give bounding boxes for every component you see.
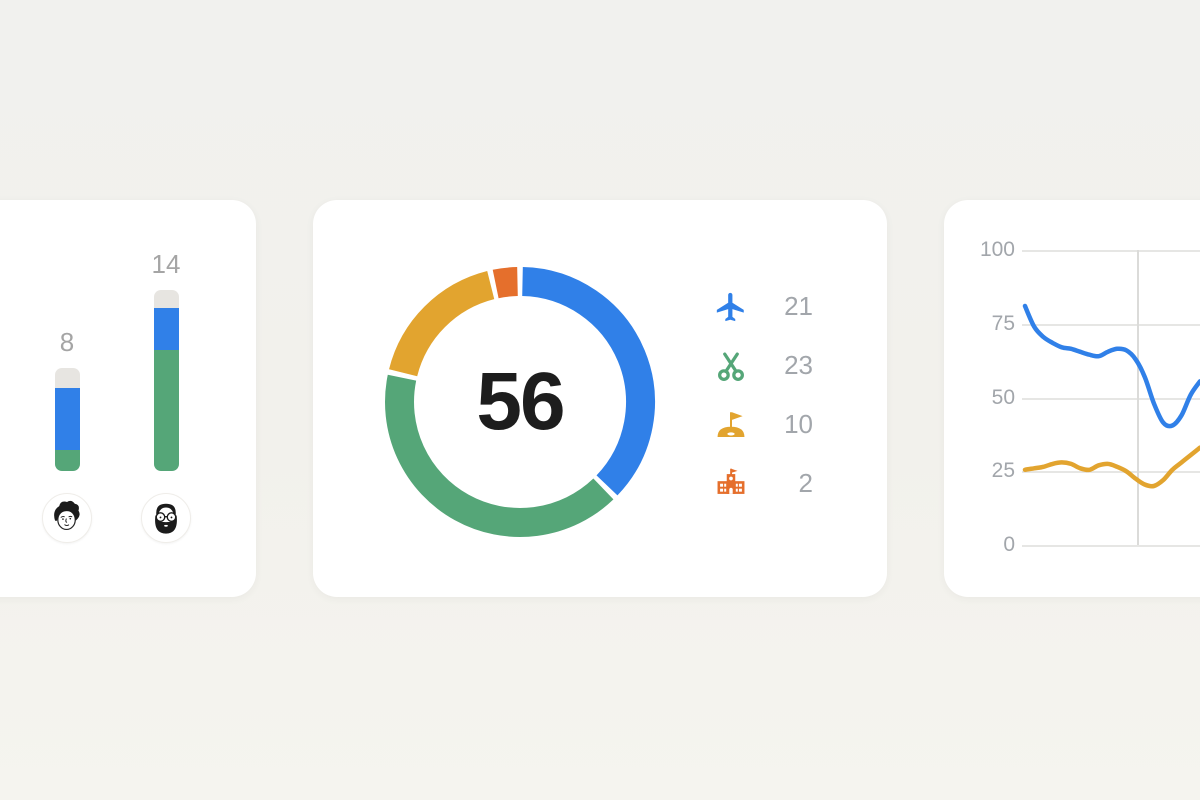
gridline-horizontal bbox=[1022, 545, 1200, 547]
donut-segment-golf bbox=[389, 271, 495, 377]
doodle-face-icon bbox=[54, 500, 80, 531]
legend-value: 23 bbox=[784, 350, 813, 380]
bar-value-label: 8 bbox=[59, 326, 75, 357]
doodle-face-icon bbox=[155, 503, 177, 534]
y-axis-tick: 25 bbox=[991, 459, 1015, 482]
bar-segment-bottom-green-segment bbox=[153, 349, 179, 471]
donut-center-value: 56 bbox=[476, 356, 565, 447]
legend-row-flights: 21 bbox=[713, 277, 813, 336]
bar-segment-bottom-green-segment bbox=[54, 450, 80, 471]
avatar-curly-hair-person bbox=[42, 493, 92, 543]
gridline-horizontal bbox=[1022, 471, 1200, 473]
bar-segment-top-gray-segment bbox=[153, 290, 179, 309]
gridline-horizontal bbox=[1022, 398, 1200, 400]
bar-group-person-2: 14 bbox=[136, 250, 196, 543]
y-axis-tick: 50 bbox=[991, 386, 1015, 409]
y-axis-tick: 0 bbox=[1003, 533, 1015, 556]
card-line-chart[interactable]: 100 75 50 25 0 bbox=[944, 200, 1200, 597]
gridline-horizontal bbox=[1022, 324, 1200, 326]
scissors-icon bbox=[713, 348, 749, 384]
bar-value-label: 14 bbox=[151, 249, 181, 280]
legend-value: 2 bbox=[798, 468, 813, 498]
bar-group-person-1: 8 bbox=[37, 328, 97, 543]
bar-segment-top-gray-segment bbox=[54, 367, 80, 389]
card-stacked-bar-chart[interactable]: 8 14 bbox=[0, 200, 256, 597]
legend-row-golf: 10 bbox=[713, 395, 813, 454]
line-gold-line bbox=[1022, 445, 1200, 489]
airplane-icon bbox=[713, 289, 749, 325]
stacked-bar bbox=[153, 290, 179, 471]
donut-segment-flights bbox=[521, 267, 655, 496]
y-axis-tick: 75 bbox=[991, 312, 1015, 335]
legend-row-scissors: 23 bbox=[713, 336, 813, 395]
golf-flag-icon bbox=[713, 407, 749, 443]
donut-legend: 21 23 bbox=[713, 277, 813, 513]
legend-value: 21 bbox=[784, 291, 813, 321]
card-donut-chart[interactable]: 56 21 23 bbox=[313, 200, 887, 597]
line-series bbox=[1022, 303, 1200, 489]
stacked-bar bbox=[54, 367, 80, 471]
bar-segment-middle-blue-segment bbox=[153, 308, 179, 350]
school-icon bbox=[713, 466, 749, 502]
avatar-beard-glasses-person bbox=[141, 493, 191, 543]
donut-chart: 56 bbox=[380, 262, 660, 542]
donut-segment-scissors bbox=[385, 374, 614, 537]
donut-segment-school bbox=[492, 267, 519, 299]
line-blue-line bbox=[1022, 303, 1200, 429]
bar-segment-middle-blue-segment bbox=[54, 388, 80, 451]
legend-row-school: 2 bbox=[713, 454, 813, 513]
y-axis-tick: 100 bbox=[979, 238, 1015, 261]
legend-value: 10 bbox=[784, 409, 813, 439]
gridline-horizontal bbox=[1022, 250, 1200, 252]
gridline-vertical bbox=[1137, 250, 1139, 545]
donut-rings bbox=[385, 267, 655, 537]
